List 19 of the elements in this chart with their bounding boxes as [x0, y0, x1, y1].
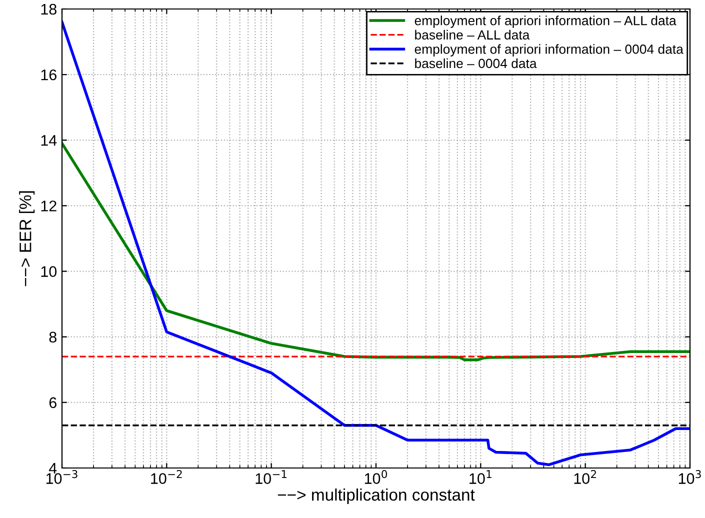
y-tick-label: 12	[41, 200, 56, 212]
x-tick-label: 10$^{3}$	[678, 470, 701, 484]
legend-label: employment of apriori information – ALL data	[414, 16, 676, 28]
x-tick-label: 10$^{1}$	[470, 470, 492, 484]
y-axis-title: −−> EER [%]	[19, 191, 35, 286]
legend-label: employment of apriori information – 0004 data	[414, 44, 684, 56]
x-tick-label: 10$^{2}$	[574, 470, 596, 484]
x-tick-label: 10$^{−1}$	[256, 470, 287, 484]
x-tick-label: 10$^{−2}$	[151, 470, 182, 484]
y-tick-label: 14	[41, 135, 57, 146]
y-tick-label: 16	[41, 69, 56, 80]
y-tick-label: 18	[41, 4, 56, 15]
y-tick-label: 8	[49, 332, 56, 343]
legend-label: baseline – 0004 data	[415, 58, 537, 68]
x-axis-title: −−> multiplication constant	[278, 488, 475, 504]
y-tick-label: 10	[41, 266, 57, 277]
x-tick-label: 10$^{0}$	[364, 470, 388, 484]
legend-label: baseline – ALL data	[415, 30, 530, 40]
y-tick-label: 6	[49, 397, 56, 408]
